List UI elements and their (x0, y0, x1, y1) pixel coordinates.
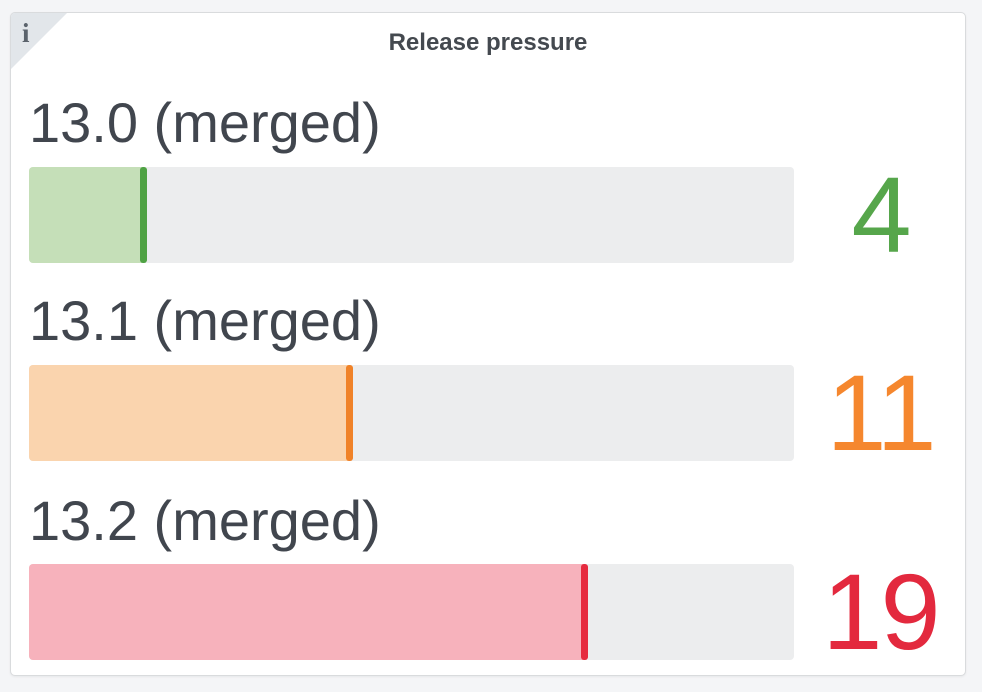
release-pressure-panel: i Release pressure 13.0 (merged) 4 13.1 … (10, 12, 966, 676)
bar-value: 4 (851, 154, 911, 275)
bar-fill (29, 167, 147, 263)
bar-end-marker (139, 167, 147, 263)
bar-value: 19 (822, 551, 940, 672)
bar-track (29, 365, 794, 461)
bar-label: 13.0 (merged) (29, 91, 381, 154)
bar-fill (29, 365, 353, 461)
bar-end-marker (345, 365, 353, 461)
bar-label: 13.1 (merged) (29, 289, 381, 352)
bar-track (29, 564, 794, 660)
bar-fill (29, 564, 589, 660)
bar-label: 13.2 (merged) (29, 489, 381, 552)
bar-value: 11 (826, 352, 936, 473)
bar-end-marker (581, 564, 589, 660)
info-icon: i (22, 18, 30, 48)
bar-track (29, 167, 794, 263)
panel-title[interactable]: Release pressure (388, 29, 588, 56)
